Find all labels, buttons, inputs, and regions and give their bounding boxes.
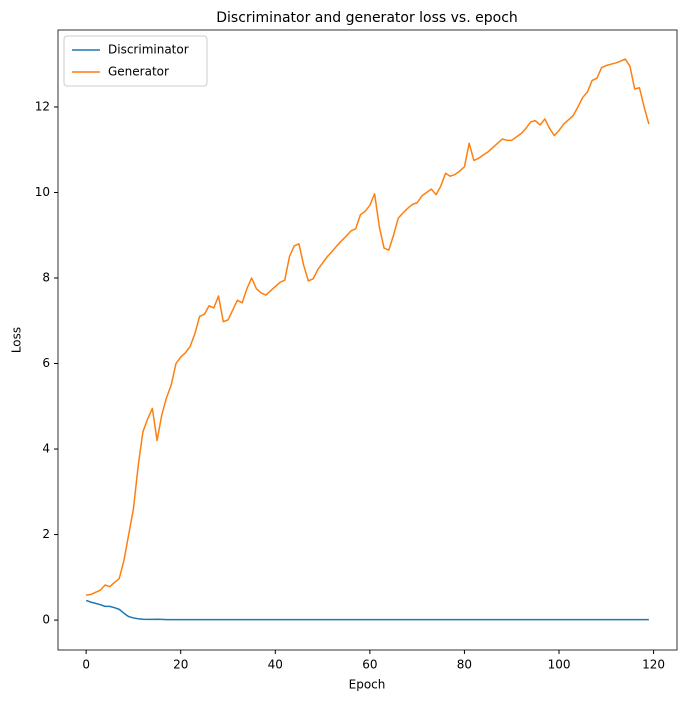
x-tick-label: 120 (642, 658, 665, 672)
x-axis-label: Epoch (349, 678, 386, 692)
line-series (86, 58, 650, 597)
x-tick-label: 80 (457, 658, 472, 672)
y-tick-label: 8 (42, 271, 50, 285)
x-tick-label: 0 (82, 658, 90, 672)
legend-box (63, 35, 208, 87)
y-axis-label: Loss (10, 327, 24, 353)
legend-label: Discriminator (108, 43, 189, 57)
y-tick-label: 12 (35, 99, 50, 113)
x-tick-label: 100 (548, 658, 571, 672)
x-tick-label: 20 (173, 658, 188, 672)
y-tick-label: 0 (42, 613, 50, 627)
y-tick-label: 6 (42, 356, 50, 370)
legend-label: Generator (108, 65, 169, 79)
x-tick-label: 60 (362, 658, 377, 672)
line-series (85, 599, 649, 621)
y-tick-label: 10 (35, 185, 50, 199)
y-tick-label: 4 (42, 442, 50, 456)
axes-frame (57, 29, 678, 651)
chart-title: Discriminator and generator loss vs. epo… (216, 10, 518, 26)
x-tick-label: 40 (268, 658, 283, 672)
y-tick-label: 2 (42, 527, 50, 541)
